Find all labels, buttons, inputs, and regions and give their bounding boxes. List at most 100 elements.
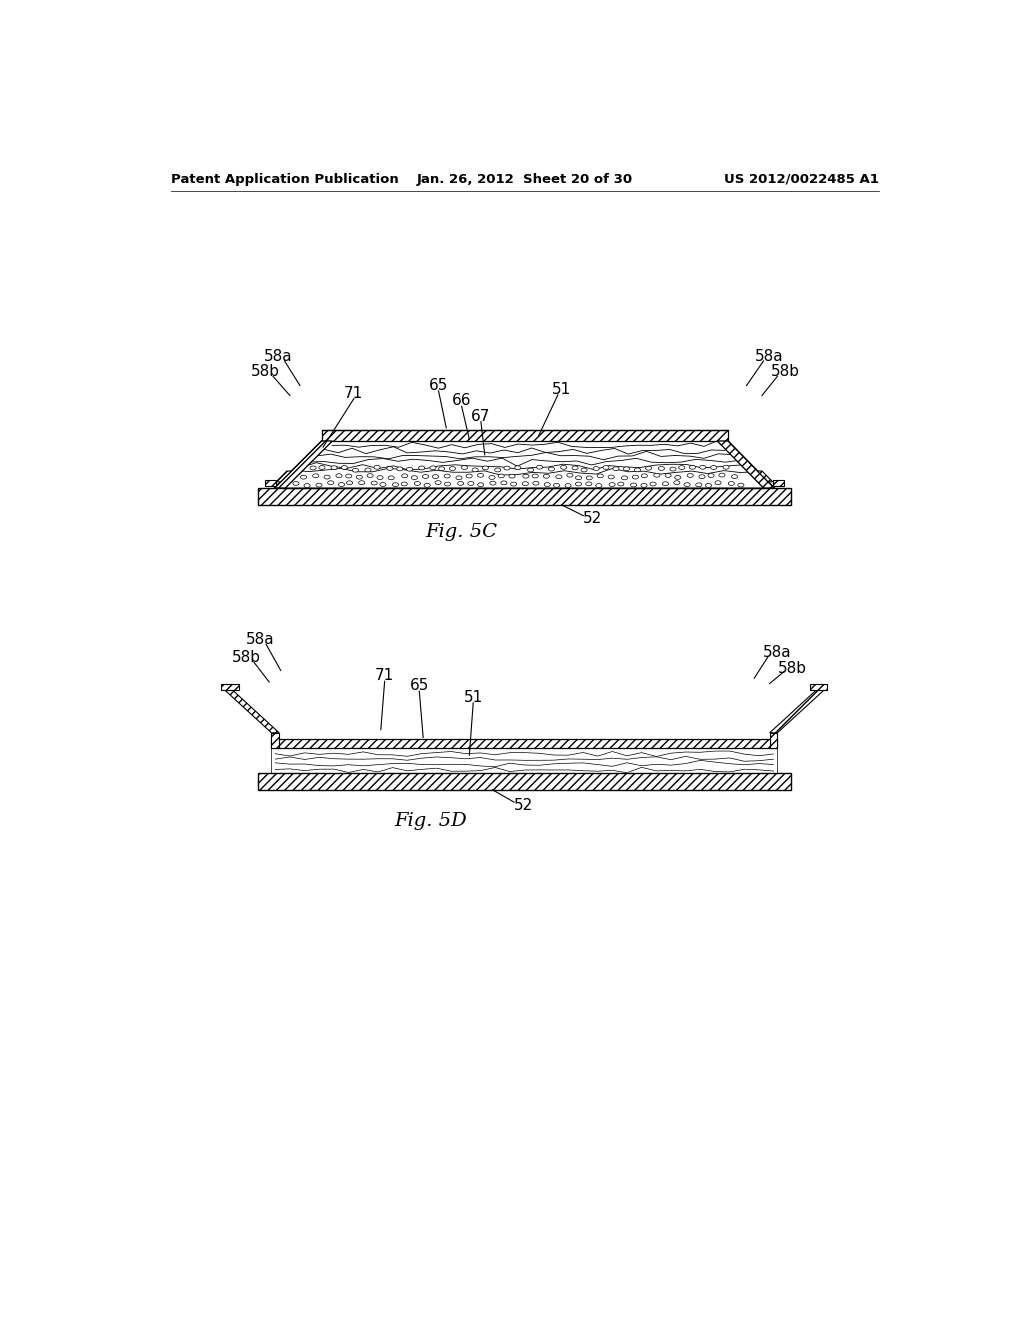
Ellipse shape — [380, 483, 386, 486]
Ellipse shape — [609, 483, 615, 487]
Ellipse shape — [635, 469, 641, 471]
Ellipse shape — [537, 465, 543, 469]
Ellipse shape — [338, 483, 345, 487]
Ellipse shape — [293, 482, 299, 486]
Ellipse shape — [392, 483, 398, 487]
Text: 58b: 58b — [231, 649, 260, 665]
Polygon shape — [265, 480, 276, 487]
Polygon shape — [717, 441, 774, 488]
Polygon shape — [770, 733, 777, 748]
Ellipse shape — [567, 474, 573, 477]
Ellipse shape — [466, 474, 472, 478]
Ellipse shape — [674, 480, 680, 484]
Polygon shape — [758, 471, 773, 482]
Ellipse shape — [456, 477, 462, 479]
Ellipse shape — [401, 474, 408, 478]
Ellipse shape — [565, 483, 571, 487]
Polygon shape — [810, 684, 827, 690]
Text: 65: 65 — [429, 378, 449, 393]
Ellipse shape — [622, 477, 628, 479]
Ellipse shape — [527, 469, 534, 473]
Ellipse shape — [477, 474, 483, 478]
Text: 58b: 58b — [251, 364, 280, 379]
Ellipse shape — [532, 474, 539, 478]
Ellipse shape — [603, 466, 609, 470]
Ellipse shape — [687, 474, 693, 478]
Polygon shape — [770, 690, 823, 733]
Ellipse shape — [396, 467, 402, 471]
Ellipse shape — [731, 475, 737, 479]
Text: Jan. 26, 2012  Sheet 20 of 30: Jan. 26, 2012 Sheet 20 of 30 — [417, 173, 633, 186]
Ellipse shape — [684, 483, 690, 487]
Ellipse shape — [641, 483, 647, 487]
Polygon shape — [258, 488, 792, 506]
Ellipse shape — [316, 483, 323, 487]
Text: 58a: 58a — [756, 348, 784, 364]
Ellipse shape — [331, 466, 337, 470]
Ellipse shape — [371, 480, 377, 484]
Ellipse shape — [358, 480, 365, 484]
Ellipse shape — [679, 466, 685, 470]
Text: 67: 67 — [471, 409, 490, 424]
Ellipse shape — [695, 483, 701, 487]
Text: 58b: 58b — [778, 660, 807, 676]
Ellipse shape — [738, 483, 744, 487]
Polygon shape — [271, 733, 280, 748]
Ellipse shape — [318, 466, 325, 470]
Text: 58b: 58b — [770, 364, 800, 379]
Ellipse shape — [412, 475, 418, 479]
Ellipse shape — [554, 483, 560, 487]
Ellipse shape — [346, 474, 352, 478]
Polygon shape — [274, 441, 333, 488]
Text: 51: 51 — [552, 381, 571, 397]
Ellipse shape — [341, 466, 347, 470]
Ellipse shape — [663, 482, 669, 486]
Ellipse shape — [608, 475, 614, 479]
Ellipse shape — [310, 466, 316, 470]
Ellipse shape — [515, 466, 521, 470]
Ellipse shape — [675, 475, 681, 479]
Ellipse shape — [435, 480, 441, 484]
Text: Patent Application Publication: Patent Application Publication — [171, 173, 398, 186]
Ellipse shape — [407, 467, 413, 471]
Ellipse shape — [356, 475, 362, 479]
Ellipse shape — [346, 480, 352, 484]
Ellipse shape — [699, 466, 706, 469]
Ellipse shape — [719, 473, 725, 477]
Ellipse shape — [560, 466, 566, 469]
Ellipse shape — [324, 475, 330, 479]
Text: 71: 71 — [375, 668, 394, 684]
Text: 52: 52 — [583, 511, 602, 527]
Ellipse shape — [586, 477, 592, 479]
Polygon shape — [322, 430, 728, 441]
Ellipse shape — [300, 475, 306, 479]
Ellipse shape — [495, 469, 501, 471]
Ellipse shape — [575, 475, 582, 479]
Ellipse shape — [509, 474, 515, 478]
Ellipse shape — [689, 466, 695, 469]
Ellipse shape — [581, 469, 587, 473]
Ellipse shape — [352, 469, 358, 473]
Ellipse shape — [419, 466, 425, 470]
Text: 65: 65 — [410, 678, 429, 693]
Ellipse shape — [650, 482, 656, 486]
Ellipse shape — [708, 474, 714, 478]
Ellipse shape — [511, 482, 517, 486]
Polygon shape — [271, 748, 777, 774]
Ellipse shape — [458, 482, 464, 486]
Ellipse shape — [423, 475, 429, 478]
Polygon shape — [286, 441, 764, 488]
Ellipse shape — [523, 474, 529, 478]
Ellipse shape — [365, 469, 371, 471]
Ellipse shape — [706, 483, 712, 487]
Ellipse shape — [387, 466, 393, 470]
Text: 58a: 58a — [246, 632, 274, 647]
Ellipse shape — [633, 475, 639, 479]
Ellipse shape — [444, 482, 451, 486]
Ellipse shape — [612, 467, 618, 471]
Ellipse shape — [641, 474, 647, 478]
Ellipse shape — [624, 467, 630, 471]
Ellipse shape — [711, 466, 717, 470]
Ellipse shape — [401, 482, 408, 486]
Polygon shape — [271, 739, 777, 748]
